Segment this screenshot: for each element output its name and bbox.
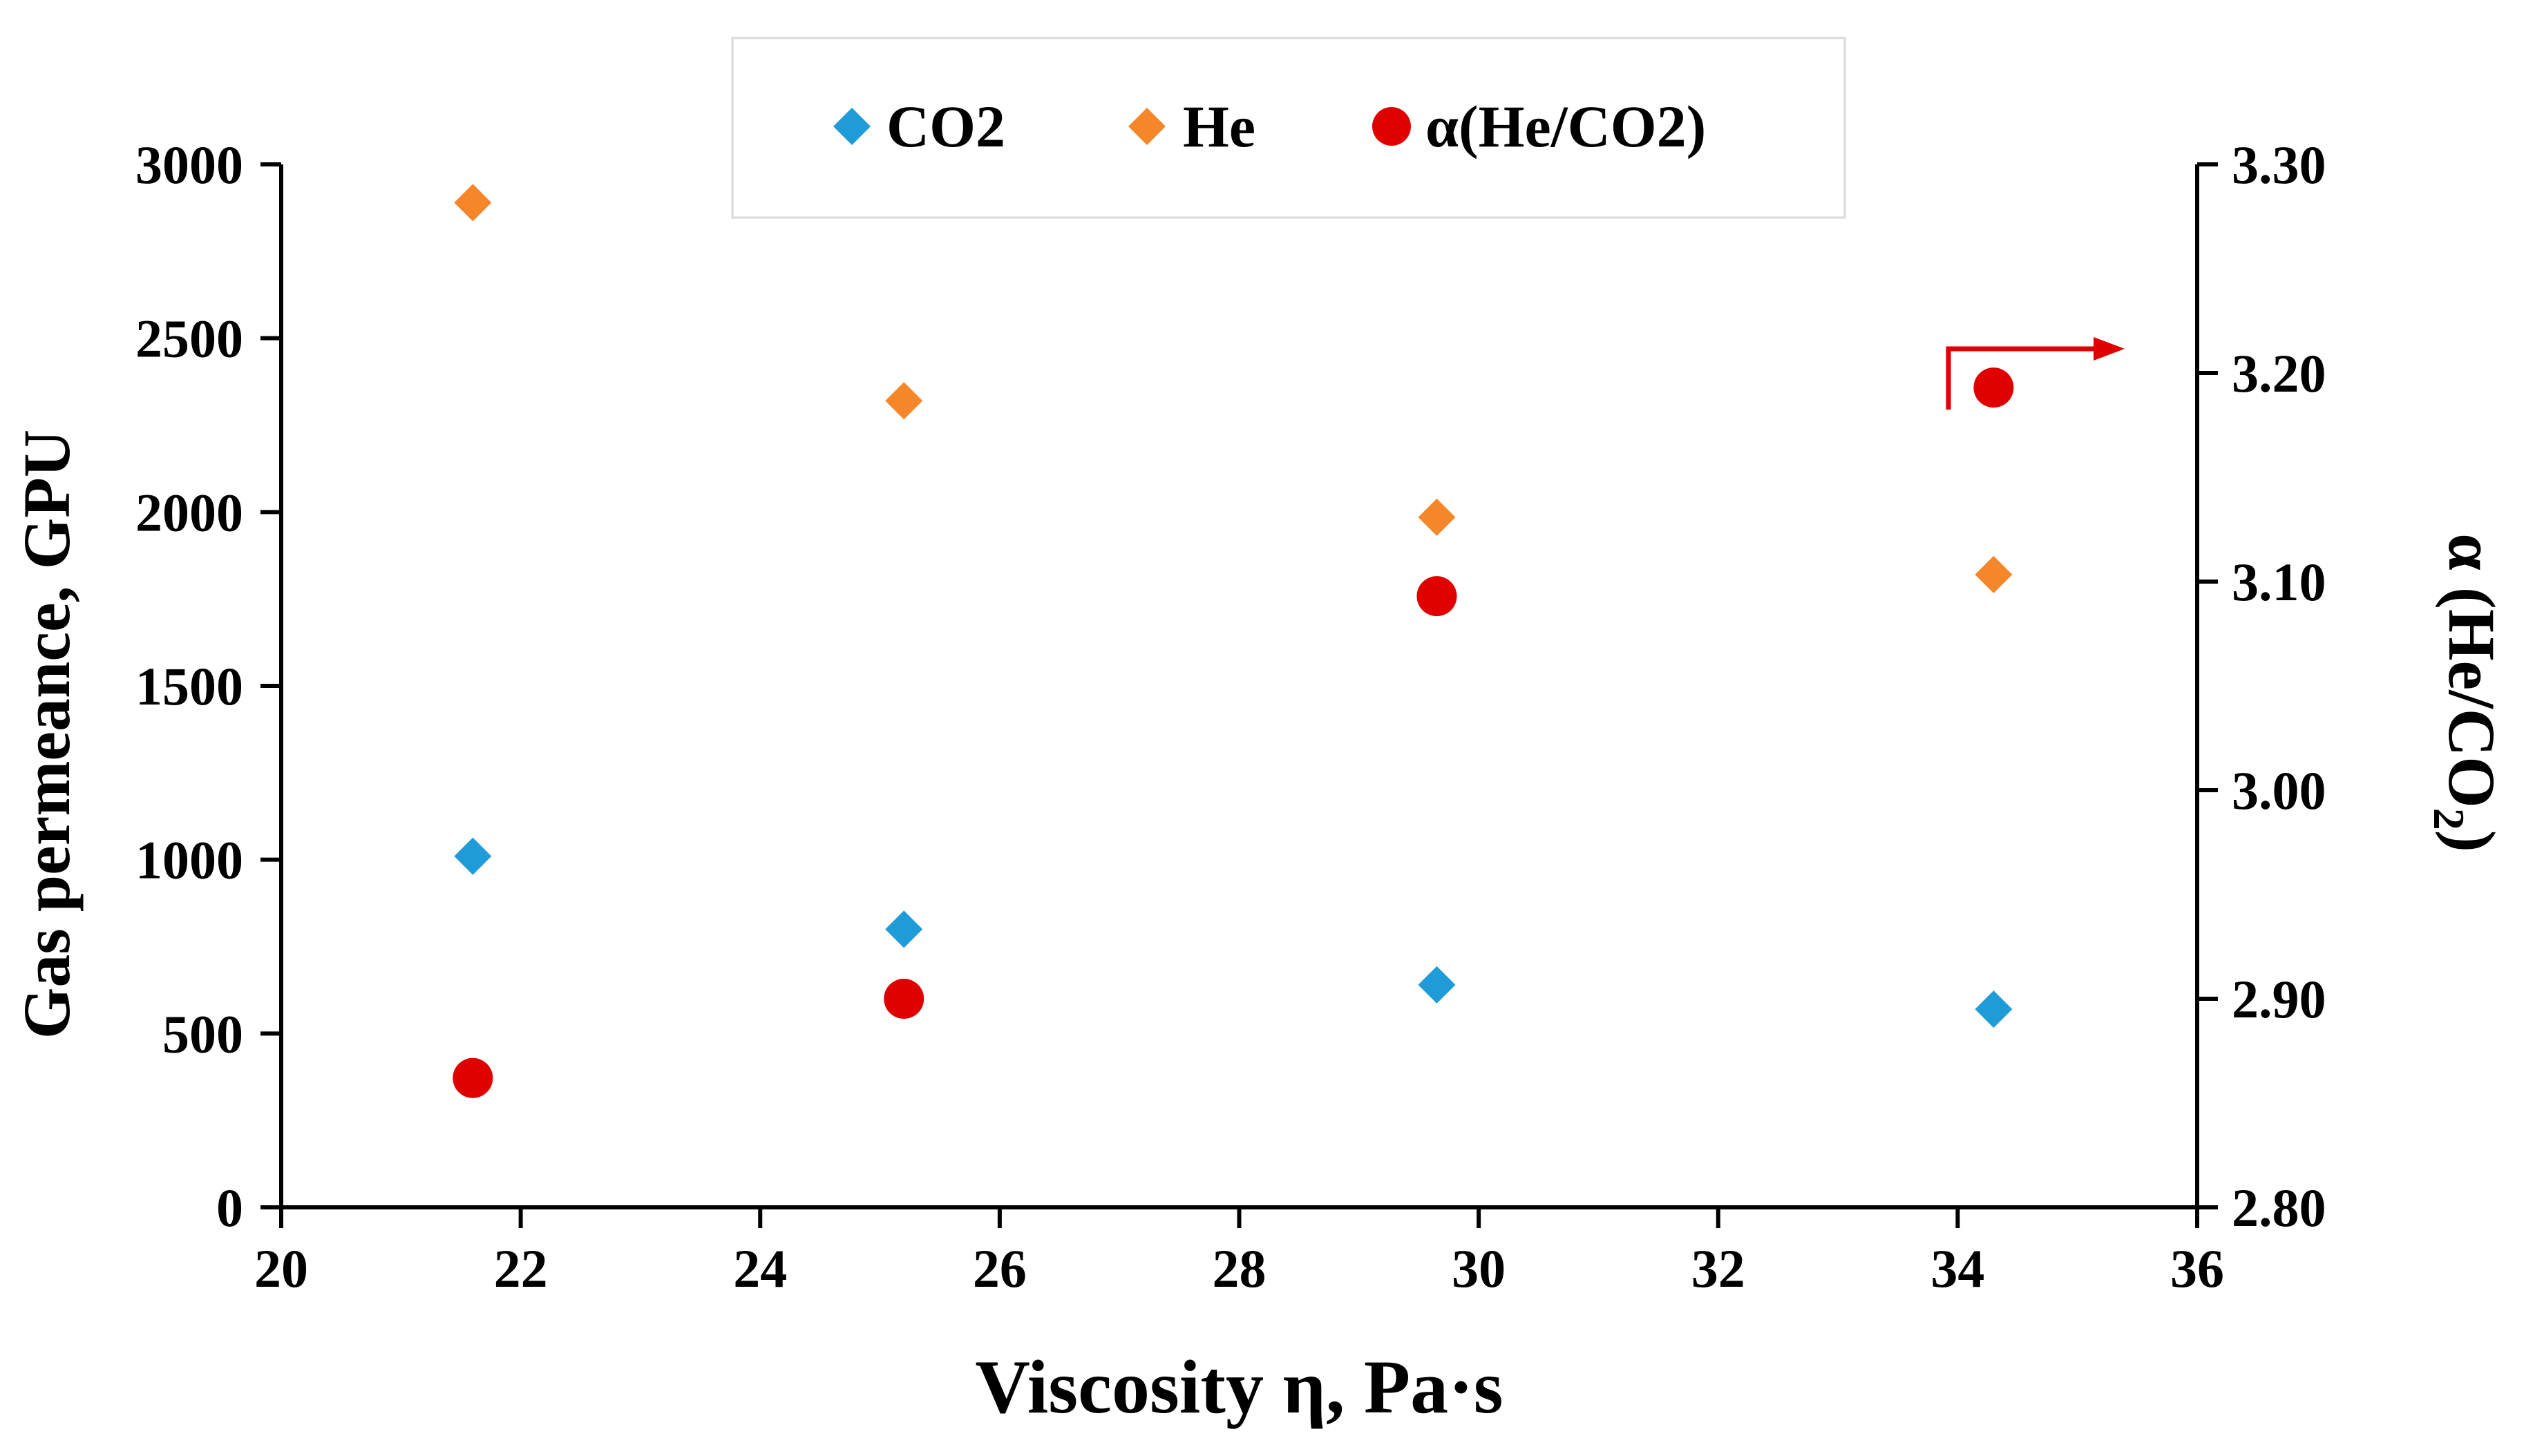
x-tick-label: 34	[1930, 1238, 1984, 1299]
data-point	[885, 382, 923, 420]
y-tick-label: 2000	[135, 482, 243, 542]
data-point	[885, 910, 923, 948]
y2-tick-label: 3.00	[2232, 760, 2326, 821]
x-tick-label: 28	[1213, 1238, 1266, 1299]
x-tick-label: 30	[1452, 1238, 1506, 1299]
x-tick-label: 22	[494, 1238, 548, 1299]
y-tick-label: 1500	[135, 656, 243, 716]
series--he-co2-	[453, 367, 2014, 1098]
x-tick-label: 26	[973, 1238, 1027, 1299]
right-axis-arrow-line	[1946, 346, 2094, 410]
y-tick-label: 500	[162, 1004, 243, 1064]
legend-marker	[1372, 107, 1411, 146]
legend-label: CO2	[886, 93, 1005, 160]
y2-axis-title-end: )	[2435, 830, 2509, 852]
series-he	[454, 184, 2013, 593]
axes: 20 22 24 26 28 30 32 34 36 0 500 1000 1500 2000 2500 30…	[10, 135, 2509, 1429]
data-point	[1975, 990, 2013, 1028]
y-tick-label: 1000	[135, 830, 243, 890]
data-point	[453, 1057, 493, 1098]
legend-item: CO2	[833, 93, 1005, 160]
x-axis-title: Viscosity η, Pa·s	[975, 1345, 1503, 1429]
legend-item: He	[1128, 93, 1255, 160]
right-axis-arrow-head	[2094, 337, 2125, 361]
x-tick-label: 36	[2170, 1238, 2224, 1299]
x-tick-label: 20	[254, 1238, 308, 1299]
x-tick-label: 32	[1691, 1238, 1745, 1299]
legend-label: α(He/CO2)	[1425, 93, 1706, 160]
data-point	[1418, 966, 1456, 1004]
y2-axis-title: α (He/CO2)	[2425, 533, 2509, 852]
data-point	[884, 979, 924, 1019]
y2-tick-label: 2.90	[2232, 969, 2326, 1029]
data-marks	[453, 184, 2014, 1098]
data-point	[1416, 576, 1457, 617]
series-co2	[454, 837, 2013, 1028]
legend-marker	[833, 108, 871, 145]
y2-tick-label: 3.30	[2232, 135, 2326, 195]
legend: CO2 He α(He/CO2)	[731, 37, 1846, 219]
data-point	[454, 184, 492, 222]
legend-item: α(He/CO2)	[1372, 93, 1706, 160]
y2-tick-label: 3.20	[2232, 343, 2326, 403]
y2-axis-title-subscript: 2	[2425, 808, 2474, 830]
y2-axis-title-main: α (He/CO	[2435, 533, 2509, 808]
legend-box	[731, 37, 1846, 219]
x-tick-label: 24	[733, 1238, 787, 1299]
annotations	[1946, 337, 2125, 410]
data-point	[1973, 367, 2014, 408]
legend-marker	[1128, 108, 1166, 145]
y2-tick-label: 3.10	[2232, 552, 2326, 612]
legend-label: He	[1183, 93, 1255, 160]
y2-tick-label: 2.80	[2232, 1178, 2326, 1238]
y-tick-label: 0	[216, 1178, 243, 1238]
y-tick-label: 3000	[135, 135, 243, 195]
data-point	[454, 837, 492, 875]
y-axis-title: Gas permeance, GPU	[10, 430, 84, 1039]
data-point	[1418, 498, 1456, 536]
y-tick-label: 2500	[135, 309, 243, 369]
data-point	[1975, 555, 2013, 593]
